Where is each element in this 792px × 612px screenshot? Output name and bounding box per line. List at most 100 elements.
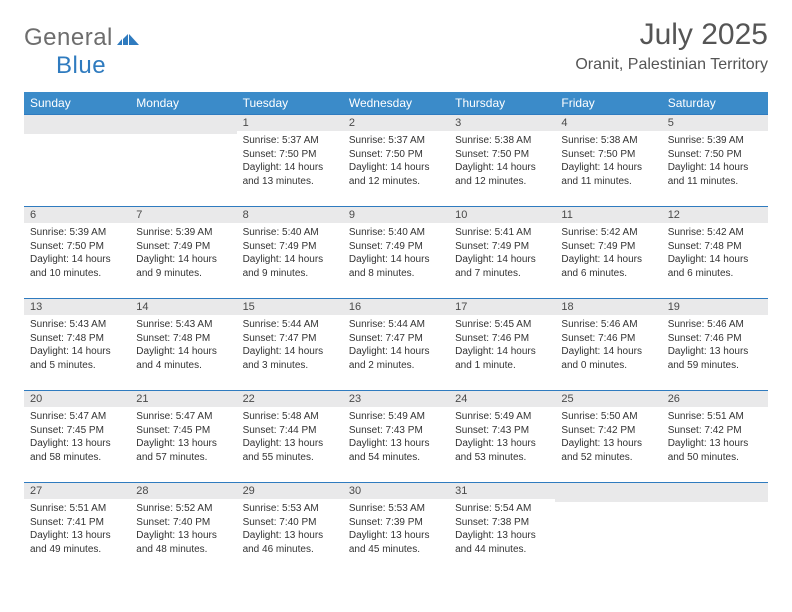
cell-body: Sunrise: 5:37 AMSunset: 7:50 PMDaylight:… bbox=[343, 131, 449, 194]
cell-line: Daylight: 14 hours bbox=[561, 345, 655, 359]
title-block: July 2025 Oranit, Palestinian Territory bbox=[575, 18, 768, 74]
cell-line: Sunrise: 5:43 AM bbox=[30, 318, 124, 332]
calendar-cell: 9Sunrise: 5:40 AMSunset: 7:49 PMDaylight… bbox=[343, 206, 449, 298]
calendar-cell: 5Sunrise: 5:39 AMSunset: 7:50 PMDaylight… bbox=[662, 114, 768, 206]
cell-line: Daylight: 13 hours bbox=[668, 437, 762, 451]
cell-line: Daylight: 13 hours bbox=[455, 437, 549, 451]
cell-line: Sunset: 7:41 PM bbox=[30, 516, 124, 530]
calendar-cell: 8Sunrise: 5:40 AMSunset: 7:49 PMDaylight… bbox=[237, 206, 343, 298]
cell-line: Daylight: 13 hours bbox=[243, 437, 337, 451]
calendar-body: 1Sunrise: 5:37 AMSunset: 7:50 PMDaylight… bbox=[24, 114, 768, 574]
cell-line: Sunrise: 5:54 AM bbox=[455, 502, 549, 516]
col-wednesday: Wednesday bbox=[343, 92, 449, 114]
day-number-empty bbox=[662, 482, 768, 502]
brand-text: General Blue bbox=[24, 24, 141, 80]
cell-body: Sunrise: 5:39 AMSunset: 7:49 PMDaylight:… bbox=[130, 223, 236, 286]
day-number: 20 bbox=[24, 390, 130, 407]
cell-line: Daylight: 14 hours bbox=[561, 161, 655, 175]
calendar-cell: 27Sunrise: 5:51 AMSunset: 7:41 PMDayligh… bbox=[24, 482, 130, 574]
cell-line: Sunset: 7:46 PM bbox=[561, 332, 655, 346]
cell-line: Sunset: 7:43 PM bbox=[349, 424, 443, 438]
day-number: 25 bbox=[555, 390, 661, 407]
day-number: 29 bbox=[237, 482, 343, 499]
cell-body: Sunrise: 5:41 AMSunset: 7:49 PMDaylight:… bbox=[449, 223, 555, 286]
cell-line: Sunrise: 5:37 AM bbox=[243, 134, 337, 148]
cell-line: and 44 minutes. bbox=[455, 543, 549, 557]
day-number: 12 bbox=[662, 206, 768, 223]
cell-line: Sunset: 7:40 PM bbox=[136, 516, 230, 530]
cell-line: and 48 minutes. bbox=[136, 543, 230, 557]
cell-body: Sunrise: 5:37 AMSunset: 7:50 PMDaylight:… bbox=[237, 131, 343, 194]
cell-line: Daylight: 13 hours bbox=[455, 529, 549, 543]
day-number: 31 bbox=[449, 482, 555, 499]
cell-line: Sunrise: 5:40 AM bbox=[243, 226, 337, 240]
cell-line: and 54 minutes. bbox=[349, 451, 443, 465]
cell-body: Sunrise: 5:48 AMSunset: 7:44 PMDaylight:… bbox=[237, 407, 343, 470]
calendar-cell: 13Sunrise: 5:43 AMSunset: 7:48 PMDayligh… bbox=[24, 298, 130, 390]
table-row: 6Sunrise: 5:39 AMSunset: 7:50 PMDaylight… bbox=[24, 206, 768, 298]
cell-line: Sunset: 7:49 PM bbox=[136, 240, 230, 254]
calendar-cell: 19Sunrise: 5:46 AMSunset: 7:46 PMDayligh… bbox=[662, 298, 768, 390]
day-number: 13 bbox=[24, 298, 130, 315]
col-friday: Friday bbox=[555, 92, 661, 114]
day-number: 3 bbox=[449, 114, 555, 131]
cell-line: Sunrise: 5:48 AM bbox=[243, 410, 337, 424]
cell-line: Daylight: 13 hours bbox=[136, 529, 230, 543]
cell-line: Sunrise: 5:42 AM bbox=[668, 226, 762, 240]
calendar-cell bbox=[24, 114, 130, 206]
cell-line: Daylight: 14 hours bbox=[243, 161, 337, 175]
cell-line: Sunset: 7:48 PM bbox=[136, 332, 230, 346]
cell-body: Sunrise: 5:40 AMSunset: 7:49 PMDaylight:… bbox=[237, 223, 343, 286]
cell-line: Sunrise: 5:51 AM bbox=[668, 410, 762, 424]
cell-line: Sunset: 7:46 PM bbox=[455, 332, 549, 346]
cell-line: Sunrise: 5:39 AM bbox=[668, 134, 762, 148]
cell-line: and 2 minutes. bbox=[349, 359, 443, 373]
calendar-cell: 18Sunrise: 5:46 AMSunset: 7:46 PMDayligh… bbox=[555, 298, 661, 390]
cell-line: Sunrise: 5:50 AM bbox=[561, 410, 655, 424]
calendar-cell: 12Sunrise: 5:42 AMSunset: 7:48 PMDayligh… bbox=[662, 206, 768, 298]
cell-line: Sunset: 7:48 PM bbox=[30, 332, 124, 346]
calendar-cell: 15Sunrise: 5:44 AMSunset: 7:47 PMDayligh… bbox=[237, 298, 343, 390]
day-number: 30 bbox=[343, 482, 449, 499]
cell-line: Sunrise: 5:39 AM bbox=[136, 226, 230, 240]
calendar-cell bbox=[555, 482, 661, 574]
cell-line: and 49 minutes. bbox=[30, 543, 124, 557]
cell-line: and 7 minutes. bbox=[455, 267, 549, 281]
day-number: 21 bbox=[130, 390, 236, 407]
cell-body: Sunrise: 5:53 AMSunset: 7:39 PMDaylight:… bbox=[343, 499, 449, 562]
day-number-empty bbox=[555, 482, 661, 502]
calendar-cell: 22Sunrise: 5:48 AMSunset: 7:44 PMDayligh… bbox=[237, 390, 343, 482]
cell-line: Sunrise: 5:53 AM bbox=[349, 502, 443, 516]
cell-line: and 12 minutes. bbox=[455, 175, 549, 189]
cell-line: Sunrise: 5:44 AM bbox=[243, 318, 337, 332]
cell-line: Daylight: 13 hours bbox=[243, 529, 337, 543]
calendar-cell: 25Sunrise: 5:50 AMSunset: 7:42 PMDayligh… bbox=[555, 390, 661, 482]
brand-text-1: General bbox=[24, 24, 113, 51]
cell-line: Sunset: 7:42 PM bbox=[668, 424, 762, 438]
cell-line: Sunrise: 5:47 AM bbox=[136, 410, 230, 424]
cell-line: Sunset: 7:49 PM bbox=[349, 240, 443, 254]
cell-line: Daylight: 14 hours bbox=[349, 345, 443, 359]
calendar-cell: 31Sunrise: 5:54 AMSunset: 7:38 PMDayligh… bbox=[449, 482, 555, 574]
cell-body: Sunrise: 5:47 AMSunset: 7:45 PMDaylight:… bbox=[130, 407, 236, 470]
cell-line: and 13 minutes. bbox=[243, 175, 337, 189]
cell-line: Sunrise: 5:52 AM bbox=[136, 502, 230, 516]
calendar-cell: 30Sunrise: 5:53 AMSunset: 7:39 PMDayligh… bbox=[343, 482, 449, 574]
calendar-cell: 20Sunrise: 5:47 AMSunset: 7:45 PMDayligh… bbox=[24, 390, 130, 482]
cell-line: Sunset: 7:47 PM bbox=[349, 332, 443, 346]
cell-line: Daylight: 13 hours bbox=[349, 437, 443, 451]
cell-line: Sunrise: 5:39 AM bbox=[30, 226, 124, 240]
calendar-cell: 24Sunrise: 5:49 AMSunset: 7:43 PMDayligh… bbox=[449, 390, 555, 482]
cell-line: Sunrise: 5:38 AM bbox=[561, 134, 655, 148]
table-row: 27Sunrise: 5:51 AMSunset: 7:41 PMDayligh… bbox=[24, 482, 768, 574]
cell-body: Sunrise: 5:52 AMSunset: 7:40 PMDaylight:… bbox=[130, 499, 236, 562]
cell-line: and 46 minutes. bbox=[243, 543, 337, 557]
day-number: 6 bbox=[24, 206, 130, 223]
cell-line: Sunset: 7:50 PM bbox=[668, 148, 762, 162]
col-sunday: Sunday bbox=[24, 92, 130, 114]
cell-line: Sunset: 7:47 PM bbox=[243, 332, 337, 346]
day-number: 5 bbox=[662, 114, 768, 131]
day-number: 15 bbox=[237, 298, 343, 315]
cell-line: Sunset: 7:48 PM bbox=[668, 240, 762, 254]
cell-line: Sunrise: 5:44 AM bbox=[349, 318, 443, 332]
